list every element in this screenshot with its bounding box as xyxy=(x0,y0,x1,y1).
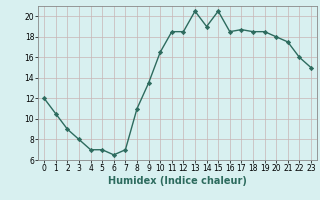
X-axis label: Humidex (Indice chaleur): Humidex (Indice chaleur) xyxy=(108,176,247,186)
